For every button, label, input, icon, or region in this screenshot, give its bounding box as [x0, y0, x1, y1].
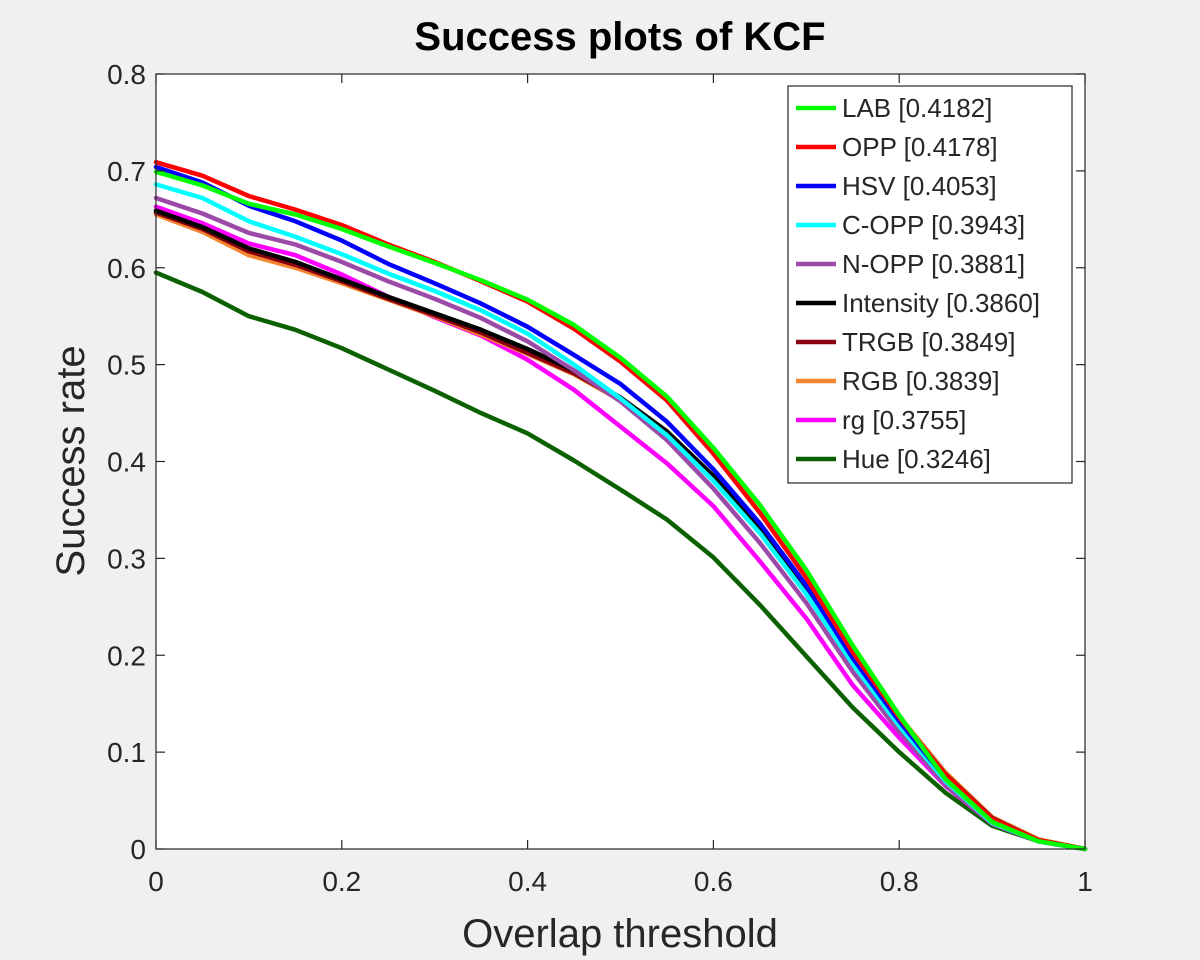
legend-label: LAB [0.4182]: [842, 93, 992, 123]
legend-box: [787, 85, 1073, 484]
legend-label: C-OPP [0.3943]: [842, 210, 1025, 240]
x-tick-label: 1: [1077, 866, 1093, 897]
legend: LAB [0.4182] OPP [0.4178] HSV [0.4053] C-OP…: [787, 85, 1073, 484]
x-axis-label: Overlap threshold: [462, 912, 778, 956]
y-tick-label: 0.6: [107, 253, 146, 284]
y-tick-label: 0.8: [107, 59, 146, 90]
y-tick-label: 0.5: [107, 350, 146, 381]
y-tick-label: 0: [130, 834, 146, 865]
legend-label: RGB [0.3839]: [842, 366, 1000, 396]
legend-label: rg [0.3755]: [842, 405, 966, 435]
axis-ticks: 0 0.2 0.4 0.6 0.8 1 0 0.1 0.2 0.3 0.4 0.5 0.6 0.7 0.8: [107, 59, 1093, 897]
x-tick-label: 0.4: [508, 866, 547, 897]
x-tick-label: 0.6: [694, 866, 733, 897]
legend-label: OPP [0.4178]: [842, 132, 998, 162]
y-tick-label: 0.7: [107, 156, 146, 187]
y-tick-label: 0.1: [107, 737, 146, 768]
legend-label: HSV [0.4053]: [842, 171, 997, 201]
x-tick-label: 0.2: [322, 866, 361, 897]
series-line: [153, 270, 1088, 852]
x-tick-label: 0: [148, 866, 164, 897]
legend-label: Hue [0.3246]: [842, 444, 991, 474]
legend-label: TRGB [0.3849]: [842, 327, 1015, 357]
y-tick-label: 0.2: [107, 640, 146, 671]
y-tick-label: 0.3: [107, 543, 146, 574]
y-tick-label: 0.4: [107, 447, 146, 478]
series-line: [153, 195, 1088, 852]
legend-label: N-OPP [0.3881]: [842, 249, 1025, 279]
chart-title: Success plots of KCF: [414, 15, 825, 59]
legend-label: Intensity [0.3860]: [842, 288, 1040, 318]
series-lines: [153, 159, 1088, 852]
x-tick-label: 0.8: [880, 866, 919, 897]
y-axis-label: Success rate: [49, 345, 93, 576]
series-line: [153, 169, 1088, 852]
